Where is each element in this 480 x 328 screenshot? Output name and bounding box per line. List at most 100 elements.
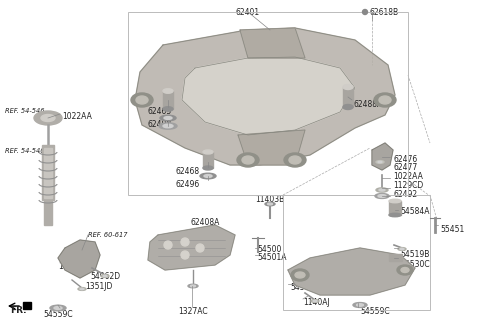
Text: 54519B: 54519B — [400, 250, 430, 259]
Ellipse shape — [267, 203, 273, 205]
Text: 62492: 62492 — [393, 190, 417, 199]
Ellipse shape — [376, 188, 388, 192]
Ellipse shape — [103, 275, 107, 277]
Text: REF. 54-546: REF. 54-546 — [5, 108, 45, 114]
Ellipse shape — [284, 153, 306, 167]
Bar — [42, 145, 54, 200]
Ellipse shape — [188, 284, 198, 288]
Ellipse shape — [265, 202, 275, 206]
Ellipse shape — [203, 150, 213, 154]
Text: 62468: 62468 — [175, 167, 199, 176]
Ellipse shape — [200, 173, 216, 179]
Ellipse shape — [136, 96, 148, 104]
Polygon shape — [135, 28, 395, 165]
Text: 55451: 55451 — [440, 225, 464, 234]
Ellipse shape — [131, 93, 153, 107]
Ellipse shape — [389, 213, 401, 217]
Polygon shape — [372, 143, 393, 170]
FancyBboxPatch shape — [389, 255, 403, 261]
Text: 1327AC: 1327AC — [178, 307, 208, 316]
Text: 62618B: 62618B — [369, 8, 398, 17]
Ellipse shape — [353, 302, 367, 307]
Ellipse shape — [357, 304, 363, 306]
Ellipse shape — [313, 300, 317, 302]
Text: 1140AJ: 1140AJ — [303, 298, 330, 307]
Ellipse shape — [343, 105, 353, 110]
Ellipse shape — [54, 307, 62, 309]
Ellipse shape — [291, 269, 309, 281]
Ellipse shape — [379, 96, 391, 104]
Ellipse shape — [374, 93, 396, 107]
Bar — [163, 91, 173, 109]
Polygon shape — [182, 57, 355, 135]
Text: 54962D: 54962D — [90, 272, 120, 281]
Polygon shape — [240, 28, 305, 58]
Ellipse shape — [237, 153, 259, 167]
Polygon shape — [58, 240, 100, 278]
Ellipse shape — [34, 111, 62, 125]
Text: 11403B: 11403B — [255, 195, 285, 204]
Text: FR.: FR. — [10, 306, 26, 315]
Ellipse shape — [379, 189, 385, 191]
Text: 1351JD: 1351JD — [85, 282, 112, 291]
Ellipse shape — [378, 195, 386, 197]
Text: 54559C: 54559C — [360, 307, 390, 316]
Ellipse shape — [50, 305, 66, 311]
Text: 62476: 62476 — [393, 155, 417, 164]
Ellipse shape — [80, 288, 84, 290]
Text: 62477: 62477 — [393, 163, 417, 172]
Circle shape — [181, 251, 189, 259]
Ellipse shape — [376, 161, 384, 163]
Text: 62401: 62401 — [236, 8, 260, 17]
Bar — [343, 87, 353, 107]
Ellipse shape — [289, 156, 301, 164]
Bar — [44, 200, 52, 225]
Ellipse shape — [163, 124, 173, 128]
Bar — [44, 148, 52, 198]
Bar — [283, 195, 430, 310]
Ellipse shape — [398, 248, 406, 250]
Circle shape — [362, 10, 368, 14]
Bar — [128, 12, 408, 195]
Ellipse shape — [343, 85, 353, 90]
Ellipse shape — [159, 123, 177, 129]
Bar — [203, 152, 213, 168]
Text: 62498: 62498 — [148, 120, 172, 129]
Ellipse shape — [397, 265, 413, 275]
Ellipse shape — [203, 166, 213, 170]
Bar — [389, 201, 401, 215]
Ellipse shape — [164, 116, 172, 119]
Polygon shape — [238, 130, 305, 165]
Text: 1022AA: 1022AA — [62, 112, 92, 121]
Ellipse shape — [101, 275, 109, 277]
Text: 62488A: 62488A — [354, 100, 383, 109]
Ellipse shape — [400, 248, 404, 250]
Ellipse shape — [378, 161, 382, 163]
Ellipse shape — [191, 285, 195, 287]
Ellipse shape — [375, 194, 389, 198]
Text: REF. 60-617: REF. 60-617 — [88, 232, 128, 238]
Text: 62496: 62496 — [175, 180, 199, 189]
Text: 54500: 54500 — [257, 245, 281, 254]
Ellipse shape — [242, 156, 254, 164]
FancyBboxPatch shape — [23, 302, 31, 309]
Polygon shape — [288, 248, 415, 295]
Ellipse shape — [160, 115, 176, 121]
Ellipse shape — [163, 89, 173, 93]
Ellipse shape — [163, 107, 173, 111]
Text: 1430AK: 1430AK — [58, 262, 88, 271]
Ellipse shape — [401, 268, 409, 273]
Text: 54551D: 54551D — [290, 283, 320, 292]
Text: 54559C: 54559C — [43, 310, 73, 319]
Text: 1022AA: 1022AA — [393, 172, 423, 181]
Ellipse shape — [41, 114, 55, 121]
Polygon shape — [148, 225, 235, 270]
Text: 54501A: 54501A — [257, 253, 287, 262]
Ellipse shape — [295, 272, 305, 278]
Ellipse shape — [78, 288, 86, 290]
Circle shape — [164, 241, 172, 249]
Ellipse shape — [389, 199, 401, 203]
Ellipse shape — [204, 174, 212, 177]
Text: REF. 54-546: REF. 54-546 — [5, 148, 45, 154]
Text: 54584A: 54584A — [400, 207, 430, 216]
